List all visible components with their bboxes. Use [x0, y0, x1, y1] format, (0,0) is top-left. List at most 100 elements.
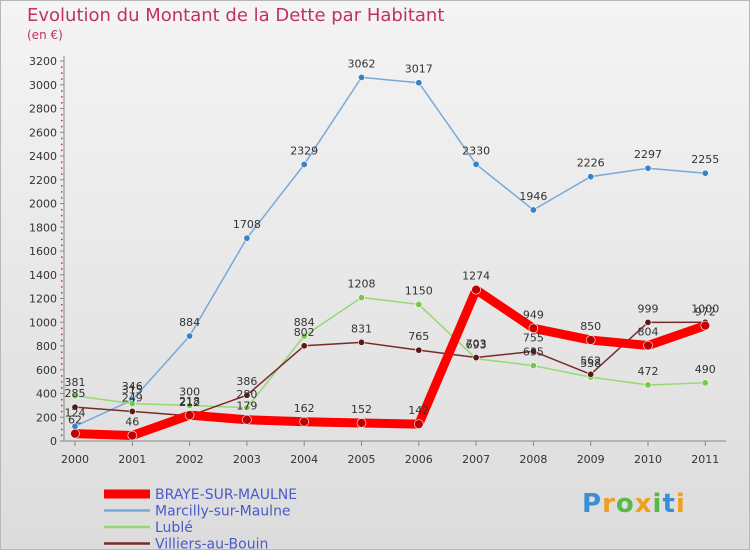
data-label-villiers-au-bouin: 802: [294, 326, 315, 339]
data-point-marcilly-sur-maulne: [645, 165, 651, 171]
y-minor-dot: [61, 429, 63, 431]
data-label-braye-sur-maulne: 850: [580, 320, 601, 333]
data-point-lubl-: [645, 382, 651, 388]
data-label-braye-sur-maulne: 179: [236, 400, 257, 413]
proxiti-logo: Proxiti: [582, 489, 686, 519]
y-minor-dot: [61, 292, 63, 294]
data-label-villiers-au-bouin: 562: [580, 354, 601, 367]
y-minor-dot: [61, 328, 63, 330]
data-point-braye-sur-maulne: [242, 415, 251, 424]
y-minor-dot: [61, 209, 63, 211]
data-label-marcilly-sur-maulne: 3017: [405, 63, 433, 76]
y-minor-dot: [61, 262, 63, 264]
x-tick-label: 2004: [290, 453, 318, 466]
y-tick-label: 800: [36, 340, 57, 353]
data-label-villiers-au-bouin: 285: [65, 387, 86, 400]
y-tick-label: 600: [36, 364, 57, 377]
data-label-villiers-au-bouin: 386: [236, 375, 257, 388]
legend-label: Lublé: [155, 520, 193, 536]
data-label-braye-sur-maulne: 46: [125, 416, 139, 429]
y-tick-label: 2600: [29, 126, 57, 139]
y-minor-dot: [61, 72, 63, 74]
x-tick-label: 2008: [519, 453, 547, 466]
data-label-lubl-: 635: [523, 346, 544, 359]
y-minor-dot: [61, 239, 63, 241]
data-point-marcilly-sur-maulne: [301, 161, 307, 167]
x-tick-label: 2009: [577, 453, 605, 466]
data-label-braye-sur-maulne: 162: [294, 402, 315, 415]
y-minor-dot: [61, 387, 63, 389]
data-point-braye-sur-maulne: [472, 285, 481, 294]
y-minor-dot: [61, 138, 63, 140]
data-label-marcilly-sur-maulne: 2297: [634, 148, 662, 161]
y-minor-dot: [61, 197, 63, 199]
data-label-villiers-au-bouin: 765: [408, 330, 429, 343]
y-minor-dot: [61, 167, 63, 169]
x-tick-label: 2005: [348, 453, 376, 466]
data-point-villiers-au-bouin: [588, 371, 594, 377]
data-point-villiers-au-bouin: [301, 343, 307, 349]
y-tick-label: 1400: [29, 269, 57, 282]
y-tick-label: 400: [36, 388, 57, 401]
data-label-marcilly-sur-maulne: 2330: [462, 144, 490, 157]
data-point-lubl-: [702, 380, 708, 386]
y-minor-dot: [61, 126, 63, 128]
x-tick-label: 2006: [405, 453, 433, 466]
y-minor-dot: [61, 340, 63, 342]
y-minor-dot: [61, 280, 63, 282]
y-minor-dot: [61, 245, 63, 247]
data-label-braye-sur-maulne: 218: [179, 395, 200, 408]
y-tick-label: 200: [36, 411, 57, 424]
data-point-lubl-: [416, 301, 422, 307]
data-label-braye-sur-maulne: 1274: [462, 270, 490, 283]
data-label-braye-sur-maulne: 949: [523, 308, 544, 321]
y-minor-dot: [61, 78, 63, 80]
data-label-marcilly-sur-maulne: 1946: [519, 190, 547, 203]
x-tick-label: 2011: [691, 453, 719, 466]
data-label-braye-sur-maulne: 142: [408, 404, 429, 417]
y-minor-dot: [61, 411, 63, 413]
data-label-villiers-au-bouin: 703: [466, 338, 487, 351]
y-tick-label: 2400: [29, 150, 57, 163]
y-minor-dot: [61, 102, 63, 104]
data-label-villiers-au-bouin: 831: [351, 322, 372, 335]
series-line-marcilly-sur-maulne: [75, 77, 705, 426]
y-minor-dot: [61, 173, 63, 175]
y-minor-dot: [61, 233, 63, 235]
data-point-marcilly-sur-maulne: [530, 207, 536, 213]
y-minor-dot: [61, 351, 63, 353]
data-point-braye-sur-maulne: [357, 418, 366, 427]
data-label-villiers-au-bouin: 249: [122, 391, 143, 404]
data-label-marcilly-sur-maulne: 884: [179, 316, 200, 329]
data-label-braye-sur-maulne: 62: [68, 414, 82, 427]
data-point-braye-sur-maulne: [414, 420, 423, 429]
y-minor-dot: [61, 185, 63, 187]
x-tick-label: 2002: [176, 453, 204, 466]
data-point-marcilly-sur-maulne: [358, 74, 364, 80]
data-point-braye-sur-maulne: [586, 336, 595, 345]
y-minor-dot: [61, 66, 63, 68]
data-label-villiers-au-bouin: 755: [523, 331, 544, 344]
y-minor-dot: [61, 375, 63, 377]
y-minor-dot: [61, 114, 63, 116]
y-minor-dot: [61, 310, 63, 312]
data-point-villiers-au-bouin: [416, 347, 422, 353]
data-point-marcilly-sur-maulne: [416, 80, 422, 86]
data-point-villiers-au-bouin: [358, 339, 364, 345]
y-tick-label: 1800: [29, 221, 57, 234]
x-tick-label: 2000: [61, 453, 89, 466]
data-label-marcilly-sur-maulne: 1708: [233, 218, 261, 231]
y-minor-dot: [61, 399, 63, 401]
y-minor-dot: [61, 268, 63, 270]
y-tick-label: 1200: [29, 293, 57, 306]
y-minor-dot: [61, 96, 63, 98]
y-tick-label: 1000: [29, 316, 57, 329]
data-point-braye-sur-maulne: [71, 429, 80, 438]
data-label-lubl-: 472: [638, 365, 659, 378]
data-point-braye-sur-maulne: [185, 411, 194, 420]
data-label-lubl-: 490: [695, 363, 716, 376]
y-minor-dot: [61, 120, 63, 122]
y-minor-dot: [61, 334, 63, 336]
x-tick-label: 2003: [233, 453, 261, 466]
